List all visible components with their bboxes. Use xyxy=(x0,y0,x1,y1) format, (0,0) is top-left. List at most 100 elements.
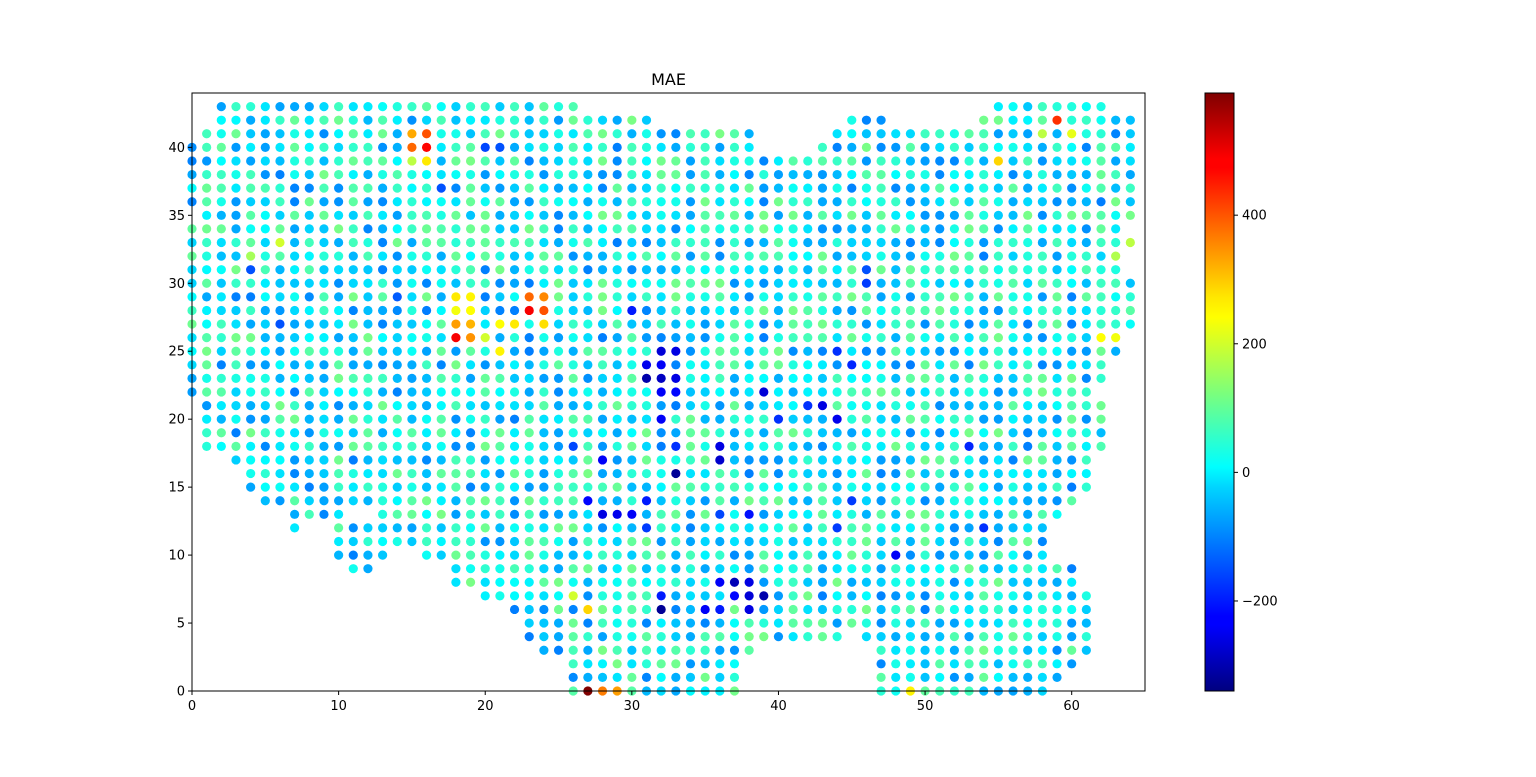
data-point xyxy=(627,618,637,628)
data-point xyxy=(993,129,1003,139)
data-point xyxy=(1081,197,1091,207)
data-point xyxy=(964,550,974,560)
data-point xyxy=(1037,265,1047,275)
data-point xyxy=(964,387,974,397)
data-point xyxy=(319,251,329,261)
data-point xyxy=(803,536,813,547)
data-point xyxy=(480,482,490,492)
data-point xyxy=(964,509,974,519)
data-point xyxy=(480,305,490,316)
data-point xyxy=(993,645,1003,655)
data-point xyxy=(627,210,637,220)
data-point xyxy=(1067,564,1077,574)
data-point xyxy=(905,632,916,642)
data-point xyxy=(436,292,446,302)
data-point xyxy=(979,278,989,288)
data-point xyxy=(480,251,490,261)
data-point xyxy=(759,373,769,384)
data-point xyxy=(392,197,402,207)
data-point xyxy=(421,400,432,411)
data-point xyxy=(685,523,696,533)
data-point xyxy=(817,550,828,560)
data-point xyxy=(627,523,637,533)
data-point xyxy=(1125,210,1135,220)
data-point xyxy=(891,387,901,397)
data-point xyxy=(715,550,725,560)
data-point xyxy=(1081,333,1091,343)
data-point xyxy=(1052,509,1062,519)
data-point xyxy=(451,523,461,533)
data-point xyxy=(524,142,534,152)
data-point xyxy=(1096,400,1106,411)
data-point xyxy=(597,346,608,356)
data-point xyxy=(847,278,857,288)
data-point xyxy=(568,197,578,207)
data-point xyxy=(260,224,270,234)
data-point xyxy=(553,564,564,574)
data-point xyxy=(568,237,578,248)
data-point xyxy=(744,129,754,139)
data-point xyxy=(553,604,564,615)
data-point xyxy=(539,210,549,220)
data-point xyxy=(392,346,402,356)
data-point xyxy=(231,292,241,302)
data-point xyxy=(891,373,901,384)
data-point xyxy=(421,129,432,139)
data-point xyxy=(524,496,534,506)
data-point xyxy=(671,536,681,547)
data-point xyxy=(334,509,344,519)
data-point xyxy=(744,577,754,587)
data-point xyxy=(891,292,901,302)
data-point xyxy=(246,482,256,492)
data-point xyxy=(275,142,285,152)
data-point xyxy=(275,455,285,465)
data-point xyxy=(363,319,373,329)
data-point xyxy=(949,224,960,234)
data-point xyxy=(861,129,872,139)
data-point xyxy=(465,156,476,166)
data-point xyxy=(246,319,256,329)
data-point xyxy=(583,360,593,370)
data-point xyxy=(451,319,461,329)
data-point xyxy=(1008,441,1018,451)
data-point xyxy=(832,360,842,370)
data-point xyxy=(773,455,784,465)
data-point xyxy=(319,183,329,193)
data-point xyxy=(759,400,769,411)
data-point xyxy=(260,441,270,451)
data-point xyxy=(773,346,784,356)
data-point xyxy=(964,156,974,166)
data-point xyxy=(451,169,461,180)
data-point xyxy=(641,672,652,683)
data-point xyxy=(876,346,886,356)
data-point xyxy=(876,414,886,424)
data-point xyxy=(700,319,710,329)
data-point xyxy=(524,604,534,615)
data-point xyxy=(612,523,622,533)
data-point xyxy=(392,265,402,275)
data-point xyxy=(671,672,681,683)
data-point xyxy=(378,509,388,519)
data-point xyxy=(480,509,490,519)
data-point xyxy=(1052,591,1062,601)
data-point xyxy=(421,197,432,207)
data-point xyxy=(583,428,593,438)
data-point xyxy=(451,550,461,560)
data-point xyxy=(392,400,402,411)
data-point xyxy=(436,536,446,547)
data-point xyxy=(744,210,754,220)
data-point xyxy=(671,142,681,152)
data-point xyxy=(700,645,710,655)
data-point xyxy=(1023,387,1033,397)
data-point xyxy=(275,482,285,492)
data-point xyxy=(759,468,769,479)
data-point xyxy=(392,509,402,519)
data-point xyxy=(715,237,725,248)
data-point xyxy=(421,210,432,220)
data-point xyxy=(832,632,842,642)
data-point xyxy=(817,319,828,329)
data-point xyxy=(671,251,681,261)
data-point xyxy=(539,360,549,370)
data-point xyxy=(597,672,608,683)
data-point xyxy=(495,577,505,587)
